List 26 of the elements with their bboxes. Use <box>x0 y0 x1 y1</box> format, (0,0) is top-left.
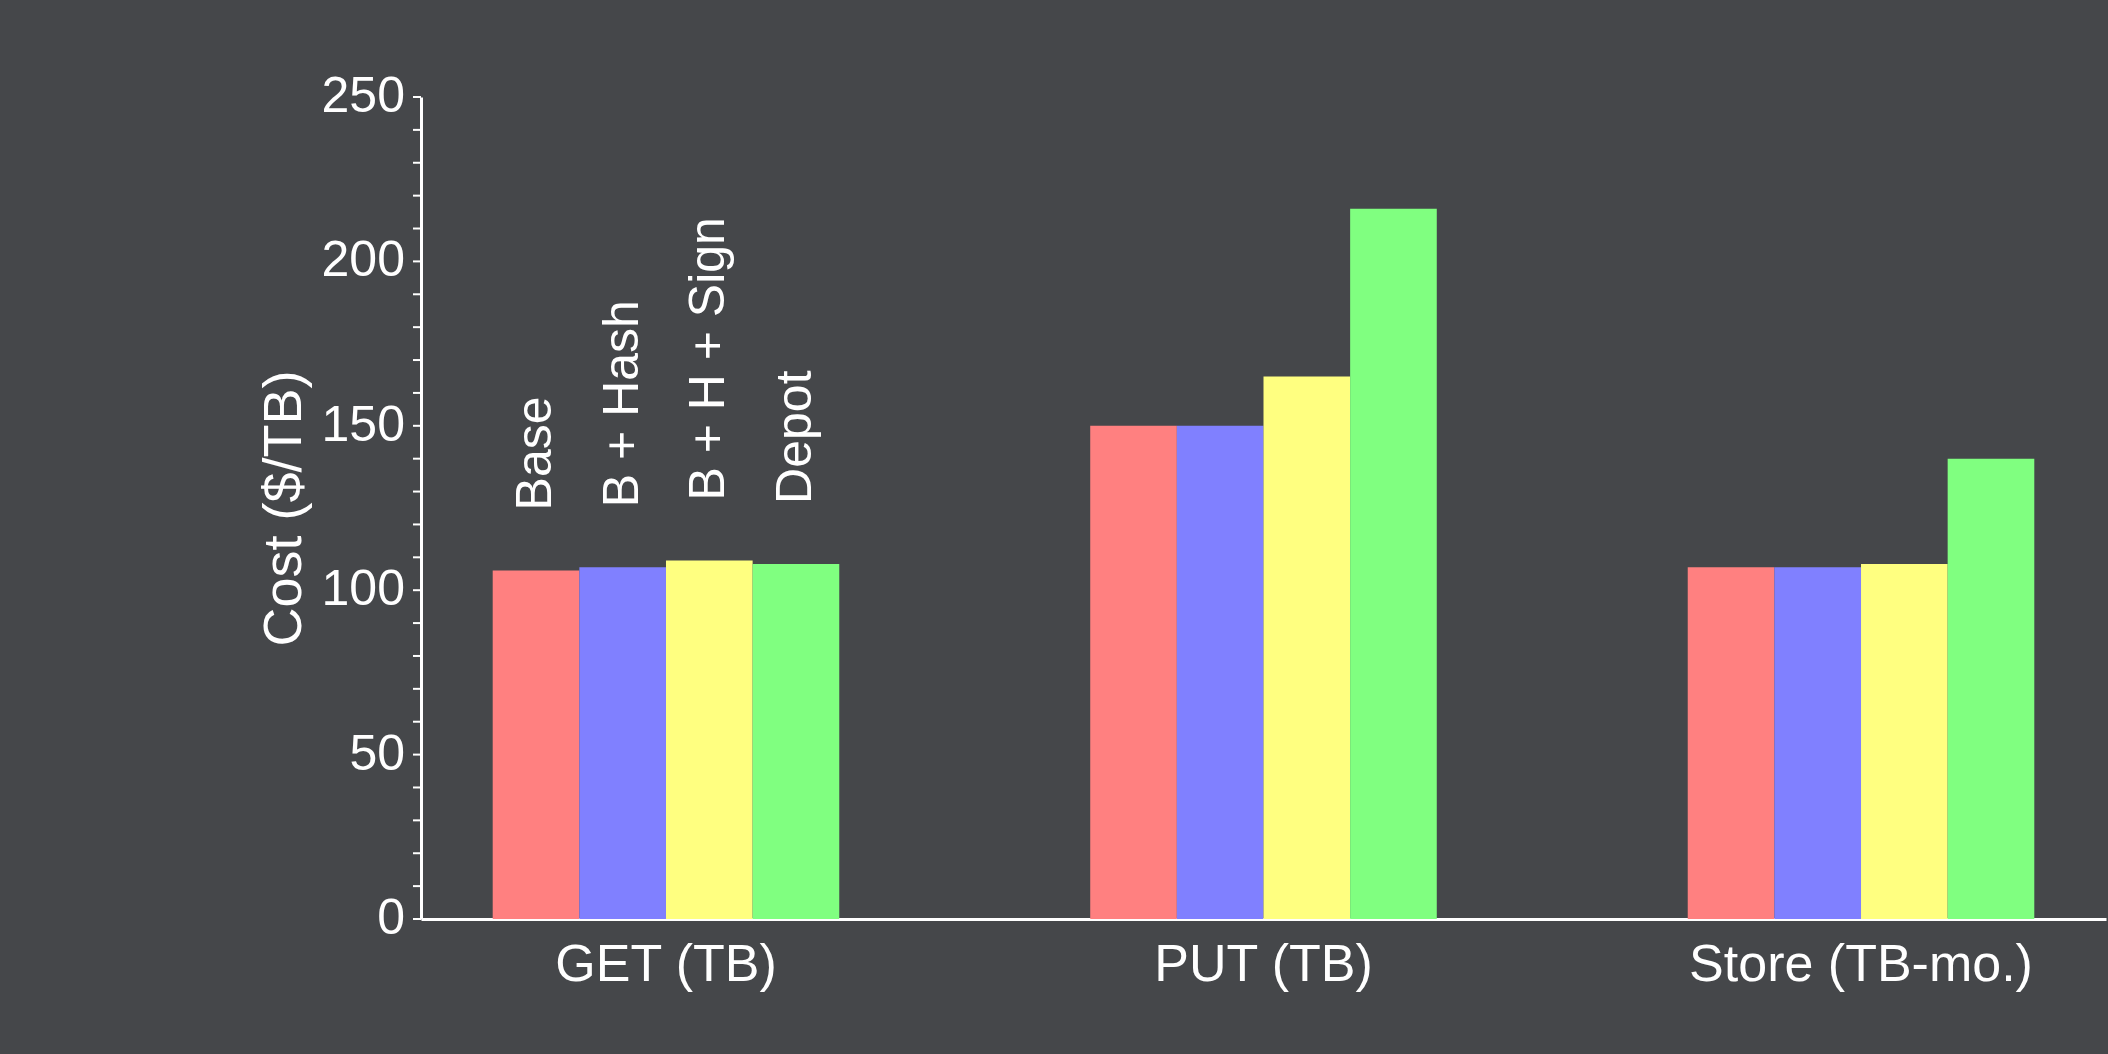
x-tick-label: Store (TB-mo.) <box>1689 933 2033 992</box>
y-axis-title: Cost ($/TB) <box>251 370 312 647</box>
bar <box>665 560 753 919</box>
bar <box>752 563 840 919</box>
y-tick-label: 0 <box>377 889 405 945</box>
bar <box>1263 376 1351 919</box>
bar <box>1687 567 1775 919</box>
y-tick-label: 150 <box>321 395 405 452</box>
bar <box>579 567 666 919</box>
text: B + H + Sign <box>679 217 736 501</box>
text: Depot <box>765 370 822 504</box>
text: Base <box>506 396 563 511</box>
bar <box>1090 425 1177 919</box>
y-tick-label: 50 <box>349 724 405 781</box>
bar <box>1947 458 2035 919</box>
y-tick-label: 250 <box>321 67 405 123</box>
x-tick-label: GET (TB) <box>555 933 777 992</box>
x-tick-label: PUT (TB) <box>1154 933 1373 992</box>
y-tick-label: 200 <box>321 231 405 288</box>
text: B + Hash <box>592 300 649 508</box>
y-tick-label: 100 <box>321 560 405 617</box>
bar <box>1350 208 1437 919</box>
bar <box>1774 567 1862 919</box>
bar <box>1176 425 1264 919</box>
bar <box>492 570 580 919</box>
bar <box>1861 563 1948 919</box>
